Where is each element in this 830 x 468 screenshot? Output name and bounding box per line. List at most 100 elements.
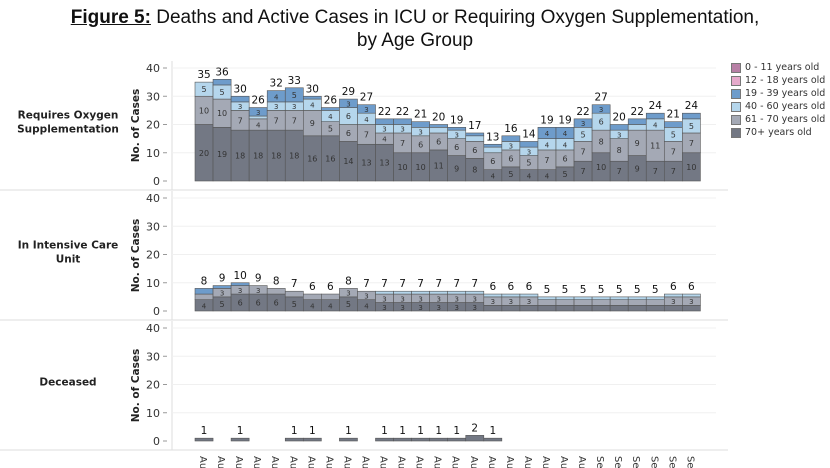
bar-segment xyxy=(321,293,340,300)
total-label: 26 xyxy=(251,95,265,107)
total-label: 7 xyxy=(381,278,388,290)
segment-label: 10 xyxy=(596,163,606,172)
x-tick-label: Aug xyxy=(378,456,389,468)
bar-segment xyxy=(230,95,250,103)
y-axis-label: No. of Cases xyxy=(130,219,142,293)
total-label: 9 xyxy=(255,273,262,285)
bar-segment xyxy=(627,124,647,131)
bar-segment xyxy=(411,437,430,442)
x-tick-label: Aug xyxy=(414,456,425,468)
total-label: 33 xyxy=(288,75,301,87)
segment-label: 13 xyxy=(361,159,371,168)
x-tick-label: Aug xyxy=(558,456,569,468)
total-label: 1 xyxy=(399,425,406,437)
figure-number: Figure 5: xyxy=(70,7,151,28)
segment-label: 8 xyxy=(599,137,604,146)
total-label: 19 xyxy=(450,114,463,126)
bar-segment xyxy=(663,121,683,128)
segment-label: 3 xyxy=(256,287,260,295)
bar-segment xyxy=(483,293,503,298)
segment-label: 3 xyxy=(454,295,458,303)
segment-label: 10 xyxy=(217,109,227,118)
x-tick-label: Aug xyxy=(251,456,262,468)
segment-label: 3 xyxy=(671,298,675,306)
segment-label: 5 xyxy=(292,91,297,100)
total-label: 10 xyxy=(233,270,246,282)
segment-label: 6 xyxy=(508,154,513,163)
segment-label: 9 xyxy=(454,164,459,173)
segment-label: 10 xyxy=(416,163,426,172)
segment-label: 10 xyxy=(397,163,407,172)
total-label: 22 xyxy=(378,106,391,118)
bar-segment xyxy=(465,135,485,142)
segment-label: 7 xyxy=(292,116,297,125)
segment-label: 10 xyxy=(686,163,696,172)
total-label: 7 xyxy=(435,278,442,290)
x-tick-label: Aug xyxy=(269,456,280,468)
total-label: 7 xyxy=(291,278,298,290)
segment-label: 5 xyxy=(526,159,531,168)
segment-label: 3 xyxy=(454,131,458,139)
bar-segment xyxy=(230,437,250,442)
bar-segment xyxy=(663,293,683,298)
bar-segment xyxy=(393,437,412,442)
segment-label: 5 xyxy=(581,130,586,139)
segment-label: 3 xyxy=(400,295,404,303)
legend-item[interactable]: 0 - 11 years old xyxy=(731,61,825,74)
bar-segment xyxy=(501,293,521,298)
x-tick-label: Aug xyxy=(287,456,298,468)
segment-label: 9 xyxy=(310,119,315,128)
panel-label: Supplementation xyxy=(17,124,119,136)
x-tick-label: Aug xyxy=(486,456,497,468)
bar-segment xyxy=(465,132,485,137)
segment-label: 7 xyxy=(238,116,243,125)
segment-label: 14 xyxy=(343,157,353,166)
total-label: 1 xyxy=(309,425,316,437)
bar-segment xyxy=(682,293,701,298)
segment-label: 18 xyxy=(289,152,299,161)
legend-label: 19 - 39 years old xyxy=(745,88,826,99)
segment-label: 13 xyxy=(379,159,389,168)
bar-segment xyxy=(302,437,322,442)
total-label: 6 xyxy=(526,281,533,293)
bar-segment xyxy=(609,296,629,301)
total-label: 7 xyxy=(453,278,460,290)
bar-segment xyxy=(321,107,340,111)
segment-label: 4 xyxy=(202,302,207,310)
title-line2: by Age Group xyxy=(356,30,474,51)
segment-label: 7 xyxy=(653,167,658,176)
legend-item[interactable]: 12 - 18 years old xyxy=(731,74,825,87)
segment-label: 3 xyxy=(346,100,350,108)
total-label: 29 xyxy=(342,86,355,98)
segment-label: 8 xyxy=(472,166,477,175)
bar-segment xyxy=(591,299,611,306)
x-tick-label: Aug xyxy=(215,456,226,468)
total-label: 13 xyxy=(486,131,499,143)
chart-title: Figure 5: Deaths and Active Cases in ICU… xyxy=(0,6,830,52)
bar-segment xyxy=(212,285,232,289)
segment-label: 3 xyxy=(527,298,531,306)
segment-label: 3 xyxy=(274,103,278,111)
segment-label: 5 xyxy=(328,125,333,134)
segment-label: 9 xyxy=(635,139,640,148)
x-tick-label: Sep xyxy=(630,456,641,468)
total-label: 6 xyxy=(670,281,677,293)
total-label: 27 xyxy=(594,92,607,104)
bar-segment xyxy=(302,293,322,300)
legend-item[interactable]: 40 - 60 years old xyxy=(731,100,825,113)
panel-label: Requires Oxygen xyxy=(18,110,119,122)
bar-segment xyxy=(429,124,448,128)
segment-label: 3 xyxy=(436,295,440,303)
segment-label: 4 xyxy=(310,302,315,310)
segment-label: 7 xyxy=(689,139,694,148)
bar-segment xyxy=(483,146,503,154)
legend-item[interactable]: 61 - 70 years old xyxy=(731,113,825,126)
x-tick-label: Aug xyxy=(341,456,352,468)
segment-label: 4 xyxy=(563,141,568,149)
total-label: 22 xyxy=(631,106,644,118)
legend-item[interactable]: 70+ years old xyxy=(731,126,825,139)
bar-segment xyxy=(411,290,430,295)
legend-item[interactable]: 19 - 39 years old xyxy=(731,87,825,100)
total-label: 6 xyxy=(327,281,334,293)
bar-segment xyxy=(375,118,394,125)
